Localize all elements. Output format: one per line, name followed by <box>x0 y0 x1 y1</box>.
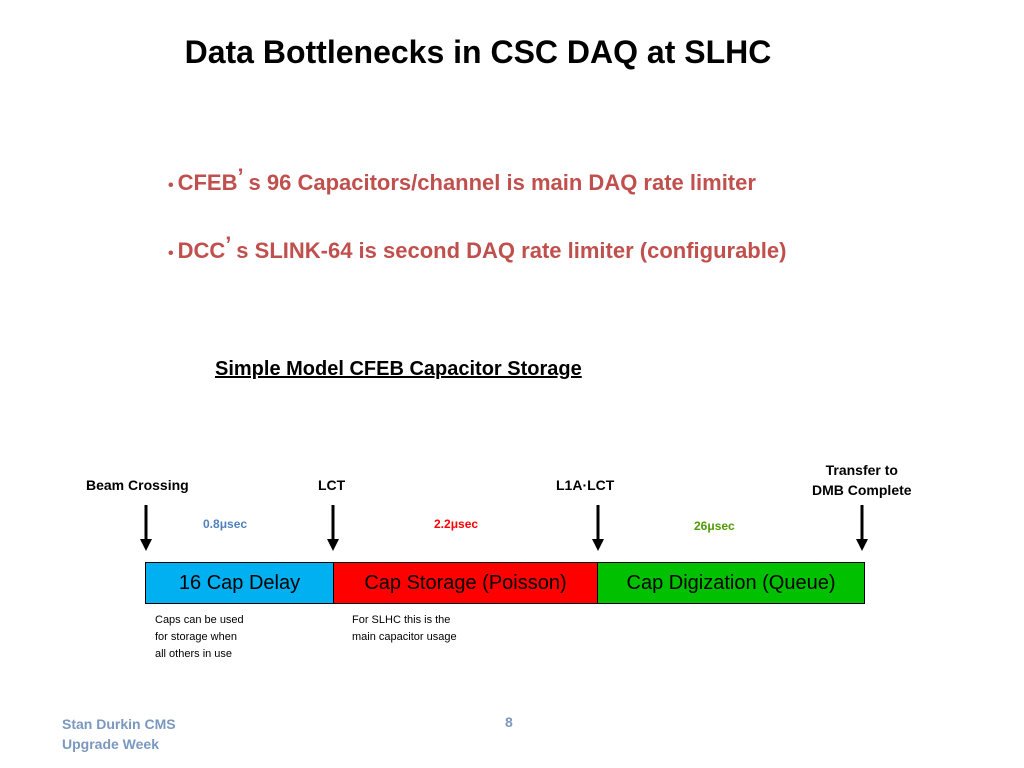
event-lct: LCT <box>318 477 346 493</box>
duration-digitization-value: 26 <box>694 519 708 533</box>
note-storage-line: main capacitor usage <box>352 631 457 643</box>
model-title: Simple Model CFEB Capacitor Storage <box>215 358 582 380</box>
duration-delay-value: 0.8 <box>203 517 220 531</box>
event-l1a-lct: L1A·LCT <box>556 477 615 493</box>
duration-storage: 2.2μsec <box>434 517 478 531</box>
note-delay-line: for storage when <box>155 631 237 643</box>
event-transfer-line1: Transfer to <box>825 462 898 478</box>
note-delay: Caps can be used for storage when all ot… <box>155 612 275 663</box>
bullet-dcc-post: s SLINK-64 is second DAQ rate limiter (c… <box>230 238 787 263</box>
duration-digitization: 26μsec <box>694 519 735 533</box>
duration-delay-unit: μsec <box>219 517 248 531</box>
bullet-cfeb-pre: CFEB <box>177 170 238 195</box>
page-number: 8 <box>505 714 513 730</box>
stage-cap-digitization: Cap Digization (Queue) <box>597 562 865 604</box>
footer-author: Stan Durkin CMS Upgrade Week <box>62 714 176 754</box>
event-transfer-line2: DMB Complete <box>812 482 912 498</box>
duration-digitization-unit: μsec <box>707 519 735 533</box>
event-transfer: Transfer to DMB Complete <box>812 460 912 500</box>
bullet-dot: • <box>168 245 174 262</box>
stage-cap-delay: 16 Cap Delay <box>145 562 334 604</box>
bullet-cfeb-apostrophe: ’ <box>237 164 243 189</box>
bullet-dot: • <box>168 177 174 194</box>
event-beam-crossing: Beam Crossing <box>86 477 189 493</box>
bullet-cfeb: • CFEB’ s 96 Capacitors/channel is main D… <box>168 164 756 196</box>
note-delay-line: Caps can be used <box>155 614 244 626</box>
duration-delay: 0.8μsec <box>203 517 247 531</box>
bullet-dcc-apostrophe: ’ <box>225 232 231 257</box>
note-storage: For SLHC this is the main capacitor usag… <box>352 612 492 646</box>
note-delay-line: all others in use <box>155 648 233 660</box>
note-storage-line: For SLHC this is the <box>352 614 451 626</box>
footer-author-line2: Upgrade Week <box>62 736 159 752</box>
stage-cap-storage: Cap Storage (Poisson) <box>333 562 598 604</box>
bullet-cfeb-post: s 96 Capacitors/channel is main DAQ rate… <box>242 170 756 195</box>
bullet-dcc: • DCC’ s SLINK-64 is second DAQ rate limi… <box>168 232 787 264</box>
bullet-dcc-pre: DCC <box>177 238 226 263</box>
footer-author-line1: Stan Durkin CMS <box>62 716 176 732</box>
duration-storage-unit: μsec <box>450 517 479 531</box>
duration-storage-value: 2.2 <box>434 517 451 531</box>
slide-title: Data Bottlenecks in CSC DAQ at SLHC <box>184 34 772 70</box>
